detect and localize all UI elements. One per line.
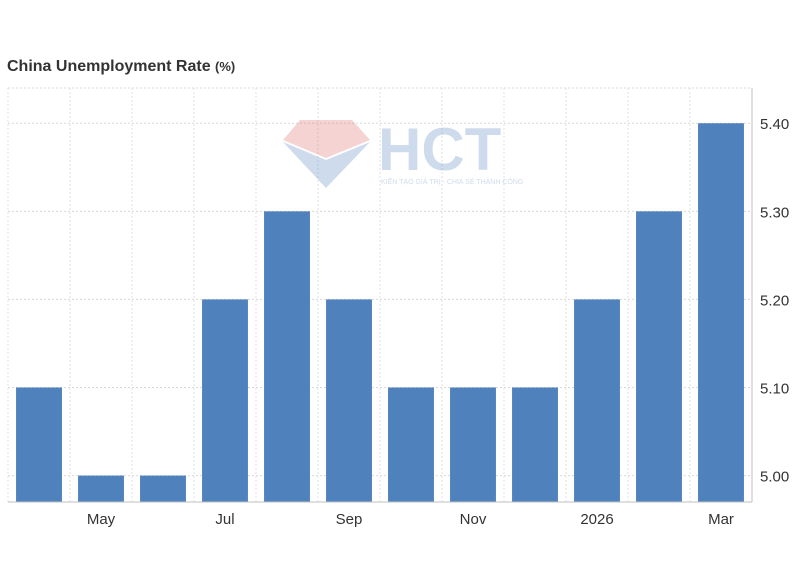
- bar-apr: [16, 387, 62, 502]
- bar-mar: [698, 123, 744, 502]
- watermark-brand: HCT: [378, 116, 501, 183]
- chart-title-unit: (%): [215, 59, 236, 74]
- watermark-tagline: KIẾN TẠO GIÁ TRỊ - CHIA SẺ THÀNH CÔNG: [381, 176, 523, 186]
- watermark-logo-top-left: [283, 120, 326, 158]
- y-tick-label: 5.10: [760, 380, 789, 397]
- x-tick-labels: May Jul Sep Nov 2026 Mar: [87, 511, 734, 528]
- watermark-logo-top-right: [326, 120, 370, 158]
- hct-watermark: HCT KIẾN TẠO GIÁ TRỊ - CHIA SẺ THÀNH CÔN…: [283, 116, 523, 188]
- y-tick-label: 5.00: [760, 469, 789, 486]
- x-tick-label: Nov: [460, 511, 487, 528]
- y-tick-labels: 5.00 5.10 5.20 5.30 5.40: [760, 116, 789, 485]
- y-tick-label: 5.30: [760, 204, 789, 221]
- x-tick-label: 2026: [580, 511, 613, 528]
- bar-jun: [140, 475, 186, 502]
- chart-title-text: China Unemployment Rate: [7, 58, 211, 75]
- x-tick-label: Mar: [708, 511, 734, 528]
- bar-nov: [450, 387, 496, 502]
- x-tick-label: May: [87, 511, 116, 528]
- x-tick-label: Jul: [215, 511, 234, 528]
- bar-oct: [388, 387, 434, 502]
- bar-aug: [264, 211, 310, 502]
- bar-2026: [574, 299, 620, 502]
- watermark-logo-bottom: [283, 142, 370, 188]
- y-tick-label: 5.20: [760, 292, 789, 309]
- bar-sep: [326, 299, 372, 502]
- chart-title: China Unemployment Rate (%): [7, 58, 235, 76]
- bar-jul: [202, 299, 248, 502]
- bar-dec: [512, 387, 558, 502]
- bar-may: [78, 475, 124, 502]
- axes: [8, 88, 753, 503]
- bars: [16, 123, 744, 502]
- x-tick-label: Sep: [336, 511, 363, 528]
- y-tick-label: 5.40: [760, 116, 789, 133]
- bar-feb: [636, 211, 682, 502]
